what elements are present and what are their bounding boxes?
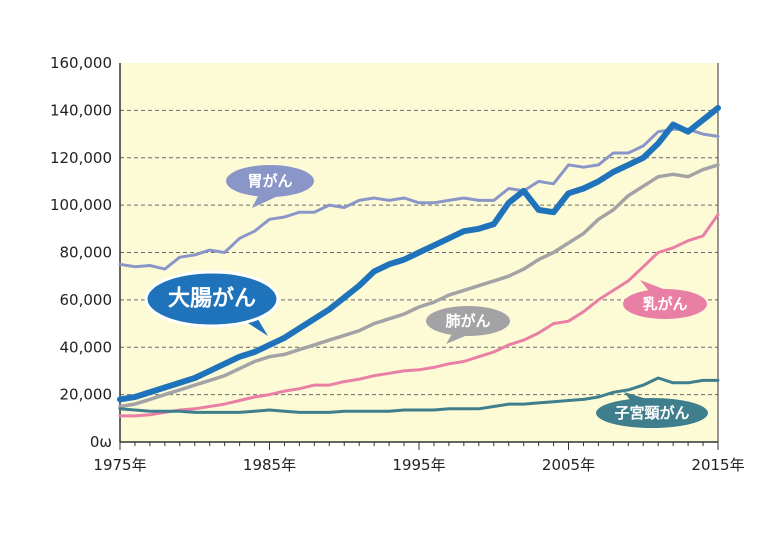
bubble-shape xyxy=(226,165,314,197)
bubble-label-cervical: 子宮頸がん xyxy=(614,404,689,422)
x-tick-label: 2005年 xyxy=(542,456,595,474)
series-line-lung xyxy=(118,163,720,409)
bubble-label-lung: 肺がん xyxy=(445,312,490,330)
y-tick-label: 20,000 xyxy=(60,386,113,404)
label-bubble-cervical: 子宮頸がん xyxy=(596,392,708,428)
series-line-stomach xyxy=(118,127,720,271)
bubble-shape xyxy=(596,398,708,428)
series-line-cervical xyxy=(118,376,720,414)
label-bubble-lung: 肺がん xyxy=(426,306,510,344)
x-tick-label: 1995年 xyxy=(392,456,445,474)
x-tick-label: 2015年 xyxy=(691,456,744,474)
y-tick-label: 120,000 xyxy=(50,149,112,167)
y-tick-label: 140,000 xyxy=(50,101,112,119)
x-axis-ticks: 1975年 1985年 1995年 2005年 2015年 xyxy=(93,442,745,474)
bubble-tail xyxy=(624,392,650,400)
y-axis-ticks: 160,000 140,000 120,000 100,000 80,000 60,000… xyxy=(50,54,112,451)
series-lines xyxy=(117,105,721,418)
label-bubble-stomach: 胃がん xyxy=(226,165,314,208)
bubble-tail xyxy=(252,196,278,208)
label-bubble-breast: 乳がん xyxy=(623,280,707,319)
bubble-shape xyxy=(144,270,280,328)
series-line-colorectal xyxy=(117,105,721,403)
y-tick-label: 80,000 xyxy=(60,244,113,262)
bubble-shape xyxy=(426,306,510,336)
y-tick-label: 100,000 xyxy=(50,196,112,214)
bubble-label-breast: 乳がん xyxy=(642,295,687,313)
bubble-tail xyxy=(640,280,666,290)
y-tick-label: 40,000 xyxy=(60,338,113,356)
series-line-breast xyxy=(118,213,720,418)
x-tick-label: 1985年 xyxy=(243,456,296,474)
y-tick-label: 60,000 xyxy=(60,291,113,309)
bubble-label-stomach: 胃がん xyxy=(247,172,292,190)
x-tick-label: 1975年 xyxy=(93,456,146,474)
bubble-shape xyxy=(623,289,707,319)
bubble-label-colorectal: 大腸がん xyxy=(168,286,256,312)
bubble-tail xyxy=(446,334,470,344)
label-bubble-colorectal: 大腸がん xyxy=(144,270,280,336)
y-tick-label: 0ω xyxy=(90,433,112,451)
y-tick-label: 160,000 xyxy=(50,54,112,72)
